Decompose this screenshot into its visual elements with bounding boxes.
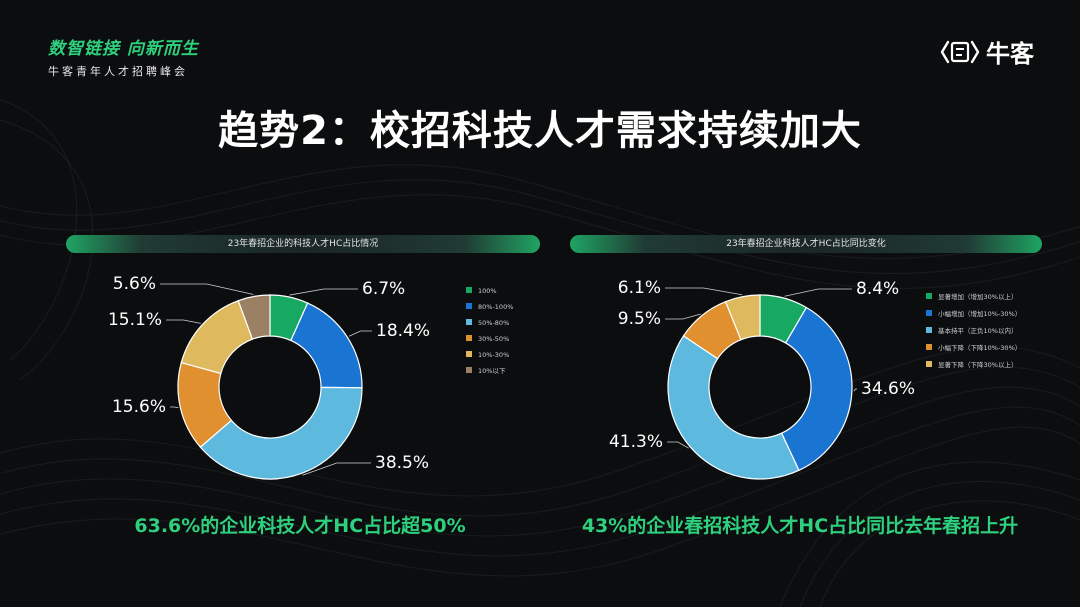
chart1-slice-6 (237, 294, 271, 340)
chart1-slice-2 (290, 302, 363, 389)
chart2-legend-label-5: 显著下降（下降30%以上） (938, 360, 1017, 369)
chart2-value-label-5: 6.1% (618, 278, 661, 298)
chart1-value-label-1: 6.7% (362, 279, 405, 299)
chart1-legend-swatch-1 (466, 287, 472, 293)
chart1-legend-label-4: 30%-50% (478, 335, 509, 343)
chart2-legend-swatch-4 (926, 344, 932, 350)
chart2-legend-swatch-5 (926, 361, 932, 367)
chart2-slice-3 (667, 335, 800, 480)
chart2-slice-5 (724, 294, 761, 341)
conclusion-right: 43%的企业春招科技人才HC占比同比去年春招上升 (581, 515, 1019, 537)
chart2-value-label-2: 34.6% (861, 379, 915, 399)
chart1-legend-label-5: 10%-30% (478, 351, 509, 359)
chart1-legend-swatch-4 (466, 335, 472, 341)
brand-block: 数智链接 向新而生 牛客青年人才招聘峰会 (48, 34, 199, 79)
logo-text: 牛客 (986, 40, 1034, 68)
chart2-leader-4 (665, 313, 701, 320)
chart2-slice-2 (780, 306, 853, 472)
chart1-leader-3 (302, 462, 371, 476)
chart1-value-label-6: 5.6% (113, 274, 156, 294)
chart1-leader-1 (289, 288, 358, 296)
chart2-legend-swatch-1 (926, 293, 932, 299)
chart2-legend-swatch-2 (926, 310, 932, 316)
chart2-leader-3 (667, 441, 689, 449)
chart1-leader-5 (166, 319, 201, 324)
chart1-legend-swatch-5 (466, 351, 472, 357)
chart1-legend-label-2: 80%-100% (478, 303, 513, 311)
conclusion-left: 63.6%的企业科技人才HC占比超50% (134, 515, 466, 537)
chart-title-left: 23年春招企业的科技人才HC占比情况 (66, 235, 540, 253)
chart2-leader-1 (784, 288, 852, 297)
chart1-value-label-5: 15.1% (108, 310, 162, 330)
chart2-leader-5 (665, 287, 743, 296)
logo: 牛客 (940, 34, 1034, 69)
chart1-value-label-3: 38.5% (375, 453, 429, 473)
chart1-value-label-4: 15.6% (112, 397, 166, 417)
page-title: 趋势2：校招科技人才需求持续加大 (218, 108, 862, 154)
chart1-legend-label-3: 50%-80% (478, 319, 509, 327)
chart1-legend-swatch-6 (466, 367, 472, 373)
event-name: 牛客青年人才招聘峰会 (48, 65, 188, 78)
chart2-legend-label-1: 显著增加（增加30%以上） (938, 292, 1017, 301)
chart1-slice-3 (199, 386, 363, 480)
nowcoder-logo-icon (940, 40, 980, 63)
brand-slogan: 数智链接 向新而生 (48, 39, 199, 59)
chart2-value-label-4: 9.5% (618, 309, 661, 329)
chart1-leader-4 (170, 406, 179, 409)
chart2-legend-swatch-3 (926, 327, 932, 333)
chart2-leader-2 (853, 388, 857, 392)
chart1-leader-6 (160, 283, 254, 295)
chart-title-right: 23年春招企业科技人才HC占比同比变化 (570, 235, 1042, 253)
chart1-legend-swatch-3 (466, 319, 472, 325)
chart2-legend-label-4: 小幅下降（下降10%-30%） (938, 343, 1021, 352)
chart2-value-label-1: 8.4% (856, 279, 899, 299)
chart2-legend-label-2: 小幅增加（增加10%-30%） (938, 309, 1021, 318)
chart1-legend-label-1: 100% (478, 287, 497, 295)
chart1-value-label-2: 18.4% (376, 321, 430, 341)
chart2-legend-label-3: 基本持平（正负10%以内） (938, 326, 1017, 335)
chart1-legend-label-6: 10%以下 (478, 367, 506, 375)
chart2-value-label-3: 41.3% (609, 432, 663, 452)
chart1-leader-2 (348, 330, 372, 337)
chart1-legend-swatch-2 (466, 303, 472, 309)
